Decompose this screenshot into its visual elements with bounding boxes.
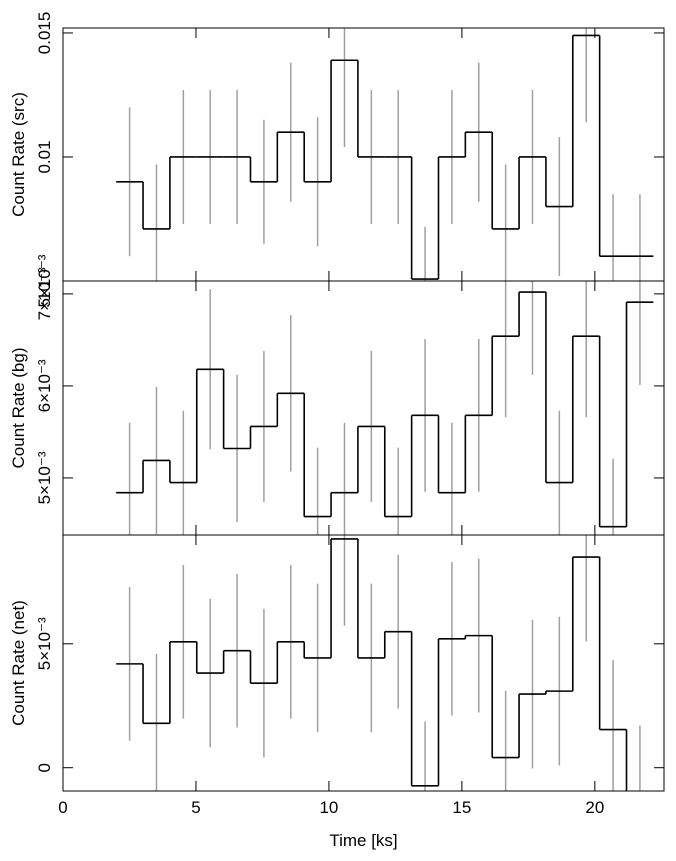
- x-axis-label: Time [ks]: [329, 831, 397, 850]
- frame: [62, 534, 665, 792]
- y-tick-label: 5×10⁻³: [35, 617, 54, 670]
- x-tick-label: 10: [319, 798, 338, 817]
- x-tick-label: 5: [191, 798, 200, 817]
- y-axis-label: Count Rate (src): [9, 92, 28, 217]
- plot-area: [116, 535, 641, 791]
- x-tick-label: 0: [58, 798, 67, 817]
- y-tick-label: 5×10⁻³: [35, 451, 54, 504]
- frame: [62, 280, 665, 536]
- y-tick-label: 6×10⁻³: [35, 359, 54, 412]
- y-tick-label: 0.01: [35, 140, 54, 173]
- y-axis-label: Count Rate (net): [9, 600, 28, 726]
- frame: [62, 27, 665, 282]
- plot-area: [116, 28, 654, 281]
- y-tick-label: 7×10⁻³: [35, 267, 54, 320]
- x-tick-label: 20: [585, 798, 604, 817]
- x-tick-label: 15: [452, 798, 471, 817]
- plot-area: [116, 281, 654, 535]
- y-axis-label: Count Rate (bg): [9, 348, 28, 469]
- y-tick-label: 5×10⁻³: [35, 254, 54, 307]
- y-tick-label: 0: [35, 763, 54, 772]
- y-tick-label: 0.015: [35, 12, 54, 55]
